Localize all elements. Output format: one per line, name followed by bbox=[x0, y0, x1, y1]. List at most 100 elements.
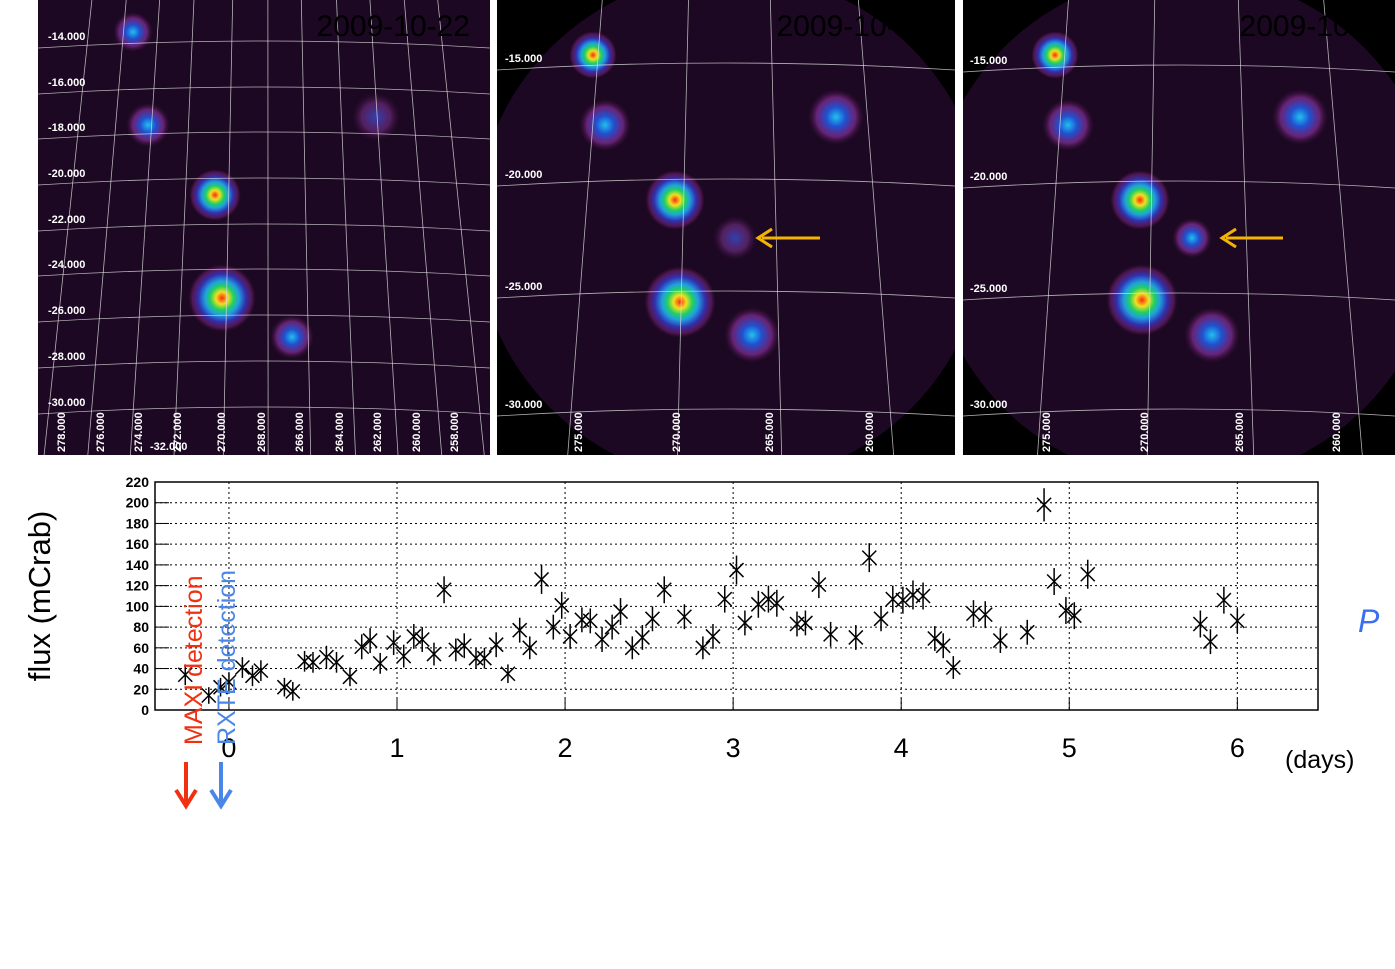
coordinate-grid bbox=[1323, 0, 1363, 455]
data-point bbox=[811, 577, 827, 593]
ra-label: 275.000 bbox=[573, 412, 585, 452]
y-tick-label: 180 bbox=[126, 515, 150, 531]
y-tick-label: 140 bbox=[126, 557, 150, 573]
coordinate-grid bbox=[38, 40, 490, 49]
data-point bbox=[221, 674, 237, 690]
ra-label: 270.000 bbox=[671, 412, 683, 452]
data-point bbox=[823, 626, 839, 642]
data-point bbox=[1058, 602, 1074, 619]
x-ray-source bbox=[1106, 264, 1178, 336]
annotation-arrow bbox=[174, 788, 198, 810]
coordinate-grid bbox=[1237, 0, 1255, 455]
x-ray-source bbox=[1272, 89, 1328, 145]
data-point bbox=[977, 607, 993, 623]
data-point bbox=[213, 679, 229, 695]
y-tick-label: 160 bbox=[126, 536, 150, 552]
coordinate-grid bbox=[963, 180, 1395, 189]
dec-label: -15.000 bbox=[505, 53, 542, 65]
sky-images: -14.000 -16.000 -18.000 -20.000 -22.000 -24.0… bbox=[38, 0, 1395, 455]
pointer-arrow bbox=[755, 227, 773, 249]
ra-label: 266.000 bbox=[294, 412, 306, 452]
x-ray-source bbox=[113, 12, 153, 52]
light-curve: 0 20 40 60 80 100 120 140 160 180 200 220 0 1 2 3 4 5 6 flu… bbox=[22, 474, 1380, 810]
x-ray-source bbox=[1031, 31, 1079, 79]
x-ray-source bbox=[1184, 307, 1240, 363]
coordinate-grid bbox=[497, 290, 955, 299]
coordinate-grid bbox=[300, 0, 312, 455]
data-point bbox=[554, 597, 570, 613]
coordinate-grid bbox=[497, 62, 955, 71]
plot-frame bbox=[154, 481, 1319, 711]
data-point bbox=[545, 619, 561, 635]
dec-label: -32.000 bbox=[150, 441, 187, 453]
ra-label: 265.000 bbox=[1234, 412, 1246, 452]
coordinate-grid bbox=[963, 408, 1395, 417]
data-point bbox=[728, 562, 745, 578]
data-point bbox=[604, 619, 620, 635]
data-point bbox=[201, 687, 217, 704]
data-point bbox=[695, 640, 711, 656]
data-point bbox=[276, 679, 292, 695]
x-tick-label: 5 bbox=[1062, 733, 1077, 763]
x-ray-source bbox=[126, 103, 170, 147]
data-point bbox=[1019, 624, 1035, 640]
data-point bbox=[797, 615, 813, 631]
x-tick-label: 1 bbox=[389, 733, 404, 763]
data-point bbox=[992, 633, 1008, 649]
dec-label: -25.000 bbox=[505, 281, 542, 293]
coordinate-grid bbox=[963, 64, 1395, 73]
data-point bbox=[760, 591, 776, 607]
x-ray-source bbox=[352, 93, 400, 141]
data-point bbox=[328, 654, 345, 670]
data-point bbox=[737, 615, 753, 631]
coordinate-grid bbox=[38, 406, 490, 415]
annotation: RXTE detection bbox=[213, 570, 241, 745]
coordinate-grid bbox=[963, 292, 1395, 301]
data-point bbox=[895, 592, 911, 608]
coordinate-grid bbox=[38, 86, 490, 95]
coordinate-grid bbox=[497, 408, 955, 417]
y-tick-label: 80 bbox=[133, 619, 149, 635]
plot-area bbox=[155, 482, 1318, 710]
ra-label: 272.000 bbox=[172, 412, 184, 452]
x-ray-source bbox=[1172, 218, 1212, 258]
dec-label: -20.000 bbox=[505, 169, 542, 181]
x-tick-label: 0 bbox=[221, 733, 236, 763]
data-point bbox=[253, 663, 269, 679]
y-tick-label: 100 bbox=[126, 598, 150, 614]
data-point bbox=[414, 631, 430, 648]
x-ray-source bbox=[1042, 99, 1094, 151]
x-ray-source bbox=[189, 169, 241, 221]
coordinate-grid bbox=[1037, 0, 1069, 455]
coordinate-grid bbox=[38, 131, 490, 140]
y-tick-label: 40 bbox=[133, 661, 149, 677]
data-point bbox=[406, 628, 422, 644]
coordinate-grid bbox=[222, 0, 234, 455]
ra-label: 260.000 bbox=[1331, 412, 1343, 452]
dec-label: -15.000 bbox=[970, 55, 1007, 67]
x-ray-source bbox=[644, 266, 716, 338]
coordinate-grid bbox=[567, 0, 603, 455]
x-ray-source bbox=[724, 307, 780, 363]
y-tick-label: 20 bbox=[133, 681, 149, 697]
data-point bbox=[426, 646, 442, 662]
pointer-arrow bbox=[1219, 227, 1237, 249]
data-point bbox=[717, 591, 733, 607]
data-point bbox=[1066, 608, 1082, 624]
ra-label: 275.000 bbox=[1041, 412, 1053, 452]
ra-label: 270.000 bbox=[1139, 412, 1151, 452]
data-point bbox=[305, 654, 321, 670]
data-point bbox=[582, 613, 598, 629]
data-point bbox=[769, 595, 785, 611]
ra-label: 276.000 bbox=[95, 412, 107, 452]
coordinate-grid bbox=[87, 0, 127, 455]
data-point bbox=[1202, 634, 1218, 650]
data-point bbox=[436, 582, 452, 598]
x-ray-source bbox=[579, 99, 631, 151]
date-label: 2009-10-22 bbox=[317, 10, 470, 43]
data-point bbox=[935, 638, 951, 654]
sky-panel: -15.000 -20.000 -25.000 -30.000 275.000 270.0… bbox=[497, 0, 955, 455]
ra-label: 262.000 bbox=[372, 412, 384, 452]
data-point bbox=[1046, 573, 1062, 590]
coordinate-grid bbox=[129, 0, 161, 455]
